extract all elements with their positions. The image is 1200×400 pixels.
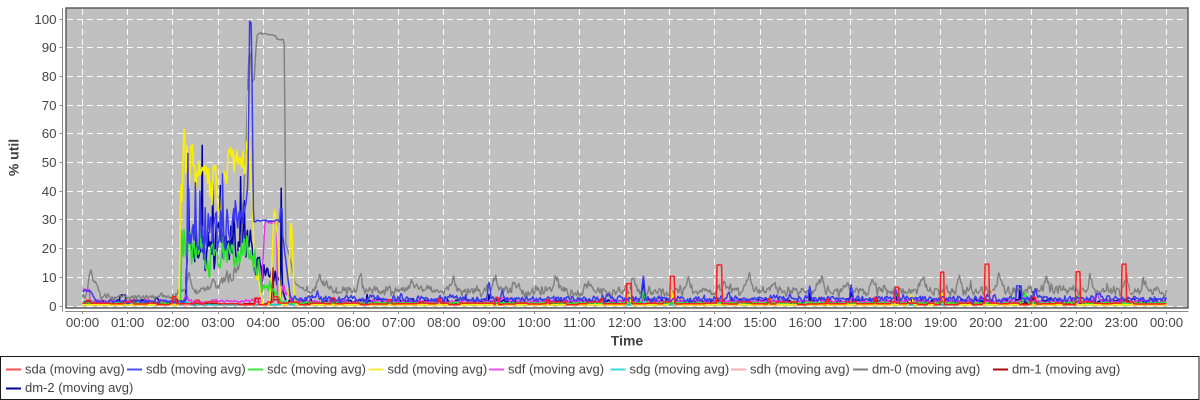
svg-text:0: 0 — [49, 299, 56, 314]
svg-text:dm-1 (moving avg): dm-1 (moving avg) — [1012, 362, 1120, 377]
svg-text:20: 20 — [42, 241, 57, 256]
svg-text:10:00: 10:00 — [518, 315, 551, 330]
svg-text:13:00: 13:00 — [653, 315, 686, 330]
svg-text:70: 70 — [42, 98, 57, 113]
svg-text:17:00: 17:00 — [834, 315, 867, 330]
svg-text:21:00: 21:00 — [1014, 315, 1047, 330]
svg-text:40: 40 — [42, 184, 57, 199]
svg-text:23:00: 23:00 — [1105, 315, 1138, 330]
svg-text:16:00: 16:00 — [789, 315, 822, 330]
svg-text:06:00: 06:00 — [337, 315, 370, 330]
svg-text:12:00: 12:00 — [608, 315, 641, 330]
svg-text:09:00: 09:00 — [472, 315, 505, 330]
svg-text:00:00: 00:00 — [66, 315, 99, 330]
svg-text:08:00: 08:00 — [427, 315, 460, 330]
svg-text:sda (moving avg): sda (moving avg) — [25, 362, 125, 377]
svg-text:11:00: 11:00 — [563, 315, 595, 330]
svg-text:50: 50 — [42, 155, 57, 170]
svg-text:sdd (moving avg): sdd (moving avg) — [388, 362, 488, 377]
svg-text:80: 80 — [42, 69, 57, 84]
svg-text:10: 10 — [42, 270, 57, 285]
svg-text:18:00: 18:00 — [879, 315, 912, 330]
svg-text:sdb (moving avg): sdb (moving avg) — [146, 362, 246, 377]
svg-text:19:00: 19:00 — [924, 315, 957, 330]
svg-text:30: 30 — [42, 212, 57, 227]
svg-text:05:00: 05:00 — [292, 315, 325, 330]
svg-text:60: 60 — [42, 126, 57, 141]
svg-text:15:00: 15:00 — [743, 315, 776, 330]
svg-text:sdh (moving avg): sdh (moving avg) — [750, 362, 850, 377]
svg-text:100: 100 — [34, 12, 56, 27]
svg-text:Time: Time — [611, 333, 644, 349]
svg-text:14:00: 14:00 — [698, 315, 731, 330]
svg-text:01:00: 01:00 — [111, 315, 144, 330]
svg-text:dm-0 (moving avg): dm-0 (moving avg) — [872, 362, 980, 377]
svg-text:sdc (moving avg): sdc (moving avg) — [267, 362, 366, 377]
svg-text:sdf (moving avg): sdf (moving avg) — [508, 362, 604, 377]
svg-text:dm-2 (moving avg): dm-2 (moving avg) — [25, 380, 133, 395]
svg-text:% util: % util — [6, 139, 22, 176]
svg-text:20:00: 20:00 — [969, 315, 1002, 330]
svg-text:00:00: 00:00 — [1150, 315, 1183, 330]
svg-text:07:00: 07:00 — [382, 315, 415, 330]
svg-text:22:00: 22:00 — [1060, 315, 1093, 330]
svg-text:04:00: 04:00 — [247, 315, 280, 330]
svg-text:90: 90 — [42, 40, 57, 55]
svg-text:02:00: 02:00 — [156, 315, 189, 330]
svg-text:03:00: 03:00 — [201, 315, 234, 330]
svg-text:sdg (moving avg): sdg (moving avg) — [630, 362, 730, 377]
